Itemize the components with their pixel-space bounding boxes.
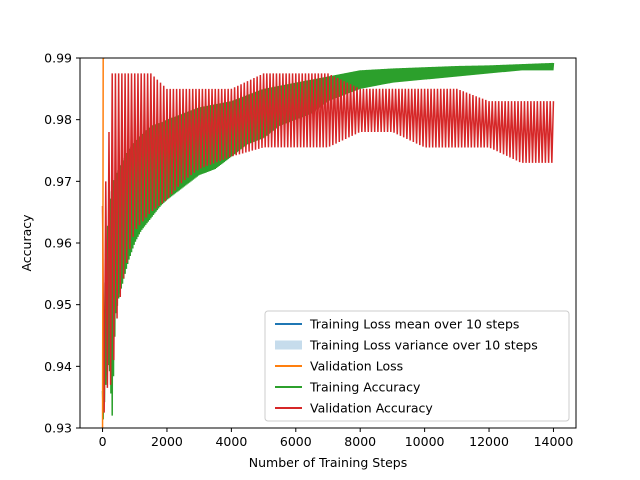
legend-box [264, 310, 570, 422]
x-tick-label: 4000 [215, 434, 247, 449]
legend-label: Validation Loss [310, 359, 403, 374]
series-layer [101, 58, 555, 428]
x-tick-label: 6000 [280, 434, 312, 449]
x-tick-label: 8000 [344, 434, 376, 449]
legend-label: Training Loss mean over 10 steps [309, 317, 519, 332]
legend-swatch [275, 340, 302, 350]
y-tick-label: 0.95 [44, 297, 72, 312]
validation-accuracy-line [101, 73, 555, 413]
x-tick-label: 14000 [534, 434, 574, 449]
x-axis-label: Number of Training Steps [249, 455, 407, 470]
x-axis-ticks: 0 2000 4000 6000 8000 10000 12000 14000 [99, 428, 574, 449]
x-tick-label: 2000 [151, 434, 183, 449]
x-tick-label: 10000 [405, 434, 445, 449]
y-tick-label: 0.96 [44, 236, 72, 251]
y-tick-label: 0.99 [44, 51, 72, 66]
legend-label: Training Accuracy [309, 380, 421, 395]
y-axis-ticks: 0.93 0.94 0.95 0.96 0.97 0.98 0.99 [44, 51, 80, 436]
y-tick-label: 0.93 [44, 421, 72, 436]
legend: Training Loss mean over 10 steps Training… [264, 310, 570, 422]
y-tick-label: 0.97 [44, 174, 72, 189]
x-tick-label: 12000 [469, 434, 509, 449]
legend-label: Validation Accuracy [310, 401, 433, 416]
validation-loss-line [101, 58, 105, 428]
x-tick-label: 0 [99, 434, 107, 449]
legend-label: Training Loss variance over 10 steps [309, 338, 538, 353]
y-axis-label: Accuracy [19, 214, 34, 272]
y-tick-label: 0.98 [44, 112, 72, 127]
y-tick-label: 0.94 [44, 359, 72, 374]
